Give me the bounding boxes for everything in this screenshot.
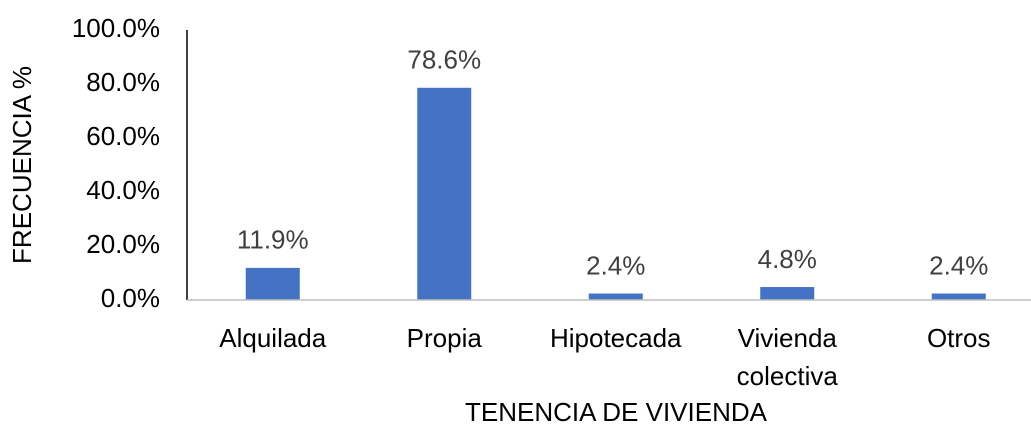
value-label: 78.6% — [407, 45, 481, 75]
x-tick-label: Hipotecada — [550, 323, 682, 353]
y-tick-label: 20.0% — [86, 229, 160, 259]
value-label: 2.4% — [586, 250, 645, 280]
x-tick-label: Propia — [407, 323, 483, 353]
y-tick-label: 40.0% — [86, 175, 160, 205]
x-tick-label: Otros — [927, 323, 991, 353]
bar — [760, 287, 815, 300]
bar — [588, 293, 643, 300]
value-label: 4.8% — [758, 244, 817, 274]
y-tick-label: 60.0% — [86, 121, 160, 151]
x-tick-label: Alquilada — [219, 323, 327, 353]
bar — [245, 267, 300, 300]
x-axis-title: TENENCIA DE VIVIENDA — [465, 397, 768, 427]
y-tick-label: 80.0% — [86, 67, 160, 97]
value-label: 2.4% — [929, 250, 988, 280]
value-label: 11.9% — [237, 225, 309, 255]
bar — [417, 87, 472, 300]
x-tick-label: Vivienda colectiva — [737, 323, 839, 391]
y-axis-title: FRECUENCIA % — [7, 66, 37, 264]
bar — [931, 293, 986, 300]
y-tick-label: 0.0% — [101, 283, 160, 313]
y-tick-label: 100.0% — [72, 13, 160, 43]
